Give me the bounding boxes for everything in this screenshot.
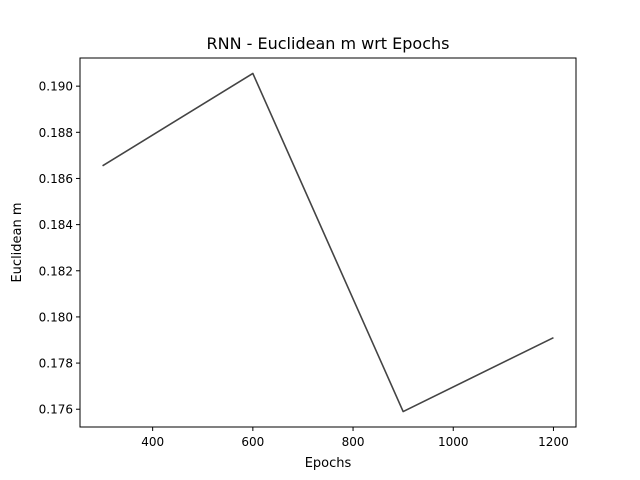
x-tick-label: 800 xyxy=(342,435,365,449)
y-tick-label: 0.186 xyxy=(39,172,73,186)
plot-area-frame xyxy=(79,57,577,428)
x-tick-label: 600 xyxy=(241,435,264,449)
x-tick-label: 1000 xyxy=(438,435,469,449)
x-tick-label: 400 xyxy=(141,435,164,449)
y-tick-label: 0.184 xyxy=(39,218,73,232)
series-line xyxy=(102,72,554,413)
y-tick-label: 0.190 xyxy=(39,80,73,94)
x-tick-label: 1200 xyxy=(538,435,569,449)
y-tick-label: 0.180 xyxy=(39,310,73,324)
series-layer xyxy=(102,72,554,413)
y-tick-label: 0.178 xyxy=(39,357,73,371)
x-axis-ticks: 400 600 800 1000 1200 xyxy=(141,427,569,449)
y-tick-label: 0.182 xyxy=(39,264,73,278)
chart-title: RNN - Euclidean m wrt Epochs xyxy=(207,34,450,53)
y-axis-label: Euclidean m xyxy=(10,202,25,282)
y-tick-label: 0.188 xyxy=(39,126,73,140)
x-axis-label: Epochs xyxy=(305,456,352,471)
y-tick-label: 0.176 xyxy=(39,403,73,417)
y-axis-ticks: 0.176 0.178 0.180 0.182 0.184 0.186 0.188 0.190 xyxy=(39,80,80,417)
